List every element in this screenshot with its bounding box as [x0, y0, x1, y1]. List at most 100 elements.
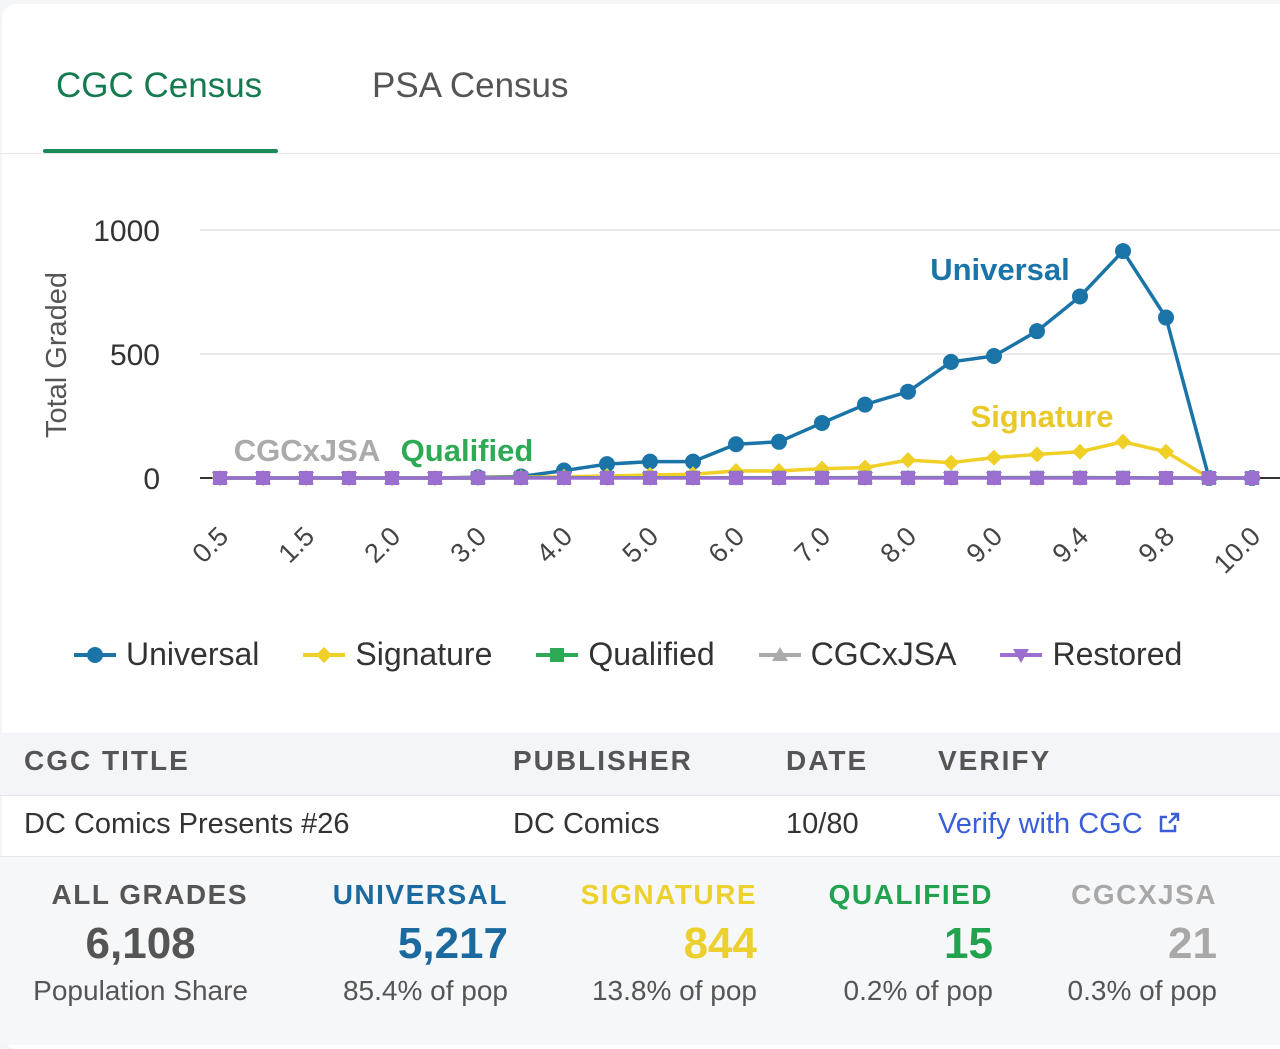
col-header-title: CGC TITLE	[24, 745, 190, 777]
stat-signature: SIGNATURE 844 13.8% of pop	[581, 879, 757, 1007]
x-tick-label: 9.0	[960, 521, 1008, 569]
restored-point	[428, 471, 442, 485]
data-point	[771, 434, 787, 450]
x-tick-label: 4.0	[530, 521, 578, 569]
stat-sub: 0.2% of pop	[829, 975, 993, 1007]
legend-item-signature[interactable]: Signature	[303, 636, 492, 673]
data-point	[1029, 446, 1045, 462]
series-annotation: CGCxJSA	[234, 433, 380, 468]
legend-label: Restored	[1052, 636, 1182, 673]
y-tick-label: 0	[143, 463, 160, 496]
data-point	[1115, 243, 1131, 259]
series-annotation: Universal	[930, 252, 1070, 287]
data-point	[900, 452, 916, 468]
square-marker-icon	[536, 643, 578, 667]
series-annotation: Signature	[971, 399, 1114, 434]
external-link-icon	[1157, 811, 1181, 835]
restored-point	[815, 471, 829, 485]
tab-psa-census[interactable]: PSA Census	[372, 66, 569, 106]
verify-with-cgc-link[interactable]: Verify with CGC	[938, 808, 1181, 841]
restored-point	[944, 471, 958, 485]
population-stats: ALL GRADES 6,108 Population Share UNIVER…	[0, 857, 1280, 1045]
publisher: DC Comics	[513, 808, 660, 841]
stat-value: 5,217	[333, 919, 508, 969]
legend-marker	[550, 648, 564, 662]
legend-item-restored[interactable]: Restored	[1000, 636, 1182, 673]
legend-item-qualified[interactable]: Qualified	[536, 636, 714, 673]
stat-qualified: QUALIFIED 15 0.2% of pop	[829, 879, 993, 1007]
triangle-down-marker-icon	[1000, 643, 1042, 667]
table-row: DC Comics Presents #26 DC Comics 10/80 V…	[0, 796, 1280, 857]
data-point	[943, 455, 959, 471]
restored-point	[901, 471, 915, 485]
restored-point	[1073, 471, 1087, 485]
restored-point	[299, 471, 313, 485]
date: 10/80	[786, 808, 859, 841]
verify-link-label: Verify with CGC	[938, 808, 1143, 840]
y-axis-title: Total Graded	[41, 272, 73, 438]
data-point	[1072, 288, 1088, 304]
y-tick-label: 1000	[93, 215, 160, 248]
data-point	[857, 397, 873, 413]
x-tick-label: 8.0	[874, 521, 922, 569]
restored-point	[1245, 471, 1259, 485]
stat-cgcxjsa: CGCXJSA 21 0.3% of pop	[1068, 879, 1217, 1007]
circle-marker-icon	[74, 643, 116, 667]
restored-point	[772, 471, 786, 485]
restored-point	[471, 471, 485, 485]
stat-value: 6,108	[33, 919, 248, 969]
restored-point	[213, 471, 227, 485]
stat-sub: 85.4% of pop	[333, 975, 508, 1007]
comic-title: DC Comics Presents #26	[24, 808, 350, 841]
restored-point	[858, 471, 872, 485]
legend-item-universal[interactable]: Universal	[74, 636, 259, 673]
x-tick-label: 9.8	[1132, 521, 1180, 569]
data-point	[1158, 444, 1174, 460]
stat-label: CGCXJSA	[1068, 879, 1217, 911]
legend-label: Universal	[126, 636, 259, 673]
x-tick-label: 3.0	[444, 521, 492, 569]
restored-point	[686, 471, 700, 485]
legend-label: Qualified	[588, 636, 714, 673]
data-point	[1158, 310, 1174, 326]
x-tick-label: 7.0	[788, 521, 836, 569]
diamond-marker-icon	[303, 643, 345, 667]
legend-label: Signature	[355, 636, 492, 673]
tab-cgc-census[interactable]: CGC Census	[56, 66, 262, 106]
stat-label: UNIVERSAL	[333, 879, 508, 911]
data-point	[1072, 444, 1088, 460]
data-point	[986, 348, 1002, 364]
data-point	[1029, 323, 1045, 339]
x-tick-label: 0.5	[186, 521, 234, 569]
stat-sub: 13.8% of pop	[581, 975, 757, 1007]
data-point	[900, 384, 916, 400]
stat-label: ALL GRADES	[33, 879, 248, 911]
x-tick-label: 1.5	[272, 521, 320, 569]
restored-point	[342, 471, 356, 485]
data-point	[1115, 434, 1131, 450]
x-tick-label: 5.0	[616, 521, 664, 569]
restored-point	[987, 471, 1001, 485]
chart-legend: Universal Signature Qualified CGCxJSA Restor…	[74, 636, 1226, 673]
x-tick-label: 2.0	[358, 521, 406, 569]
legend-label: CGCxJSA	[811, 636, 957, 673]
restored-point	[600, 471, 614, 485]
x-tick-label: 9.4	[1046, 521, 1094, 569]
series-annotation: Qualified	[401, 433, 534, 468]
tab-divider	[0, 153, 1280, 154]
legend-item-cgcxjsa[interactable]: CGCxJSA	[759, 636, 957, 673]
stat-label: QUALIFIED	[829, 879, 993, 911]
table-header: CGC TITLE PUBLISHER DATE VERIFY	[0, 733, 1280, 796]
stat-universal: UNIVERSAL 5,217 85.4% of pop	[333, 879, 508, 1007]
restored-point	[514, 471, 528, 485]
data-point	[943, 354, 959, 370]
restored-point	[1030, 471, 1044, 485]
stat-value: 844	[581, 919, 757, 969]
restored-point	[557, 471, 571, 485]
restored-point	[385, 471, 399, 485]
stat-value: 21	[1068, 919, 1217, 969]
data-point	[814, 415, 830, 431]
x-tick-label: 6.0	[702, 521, 750, 569]
data-point	[728, 436, 744, 452]
